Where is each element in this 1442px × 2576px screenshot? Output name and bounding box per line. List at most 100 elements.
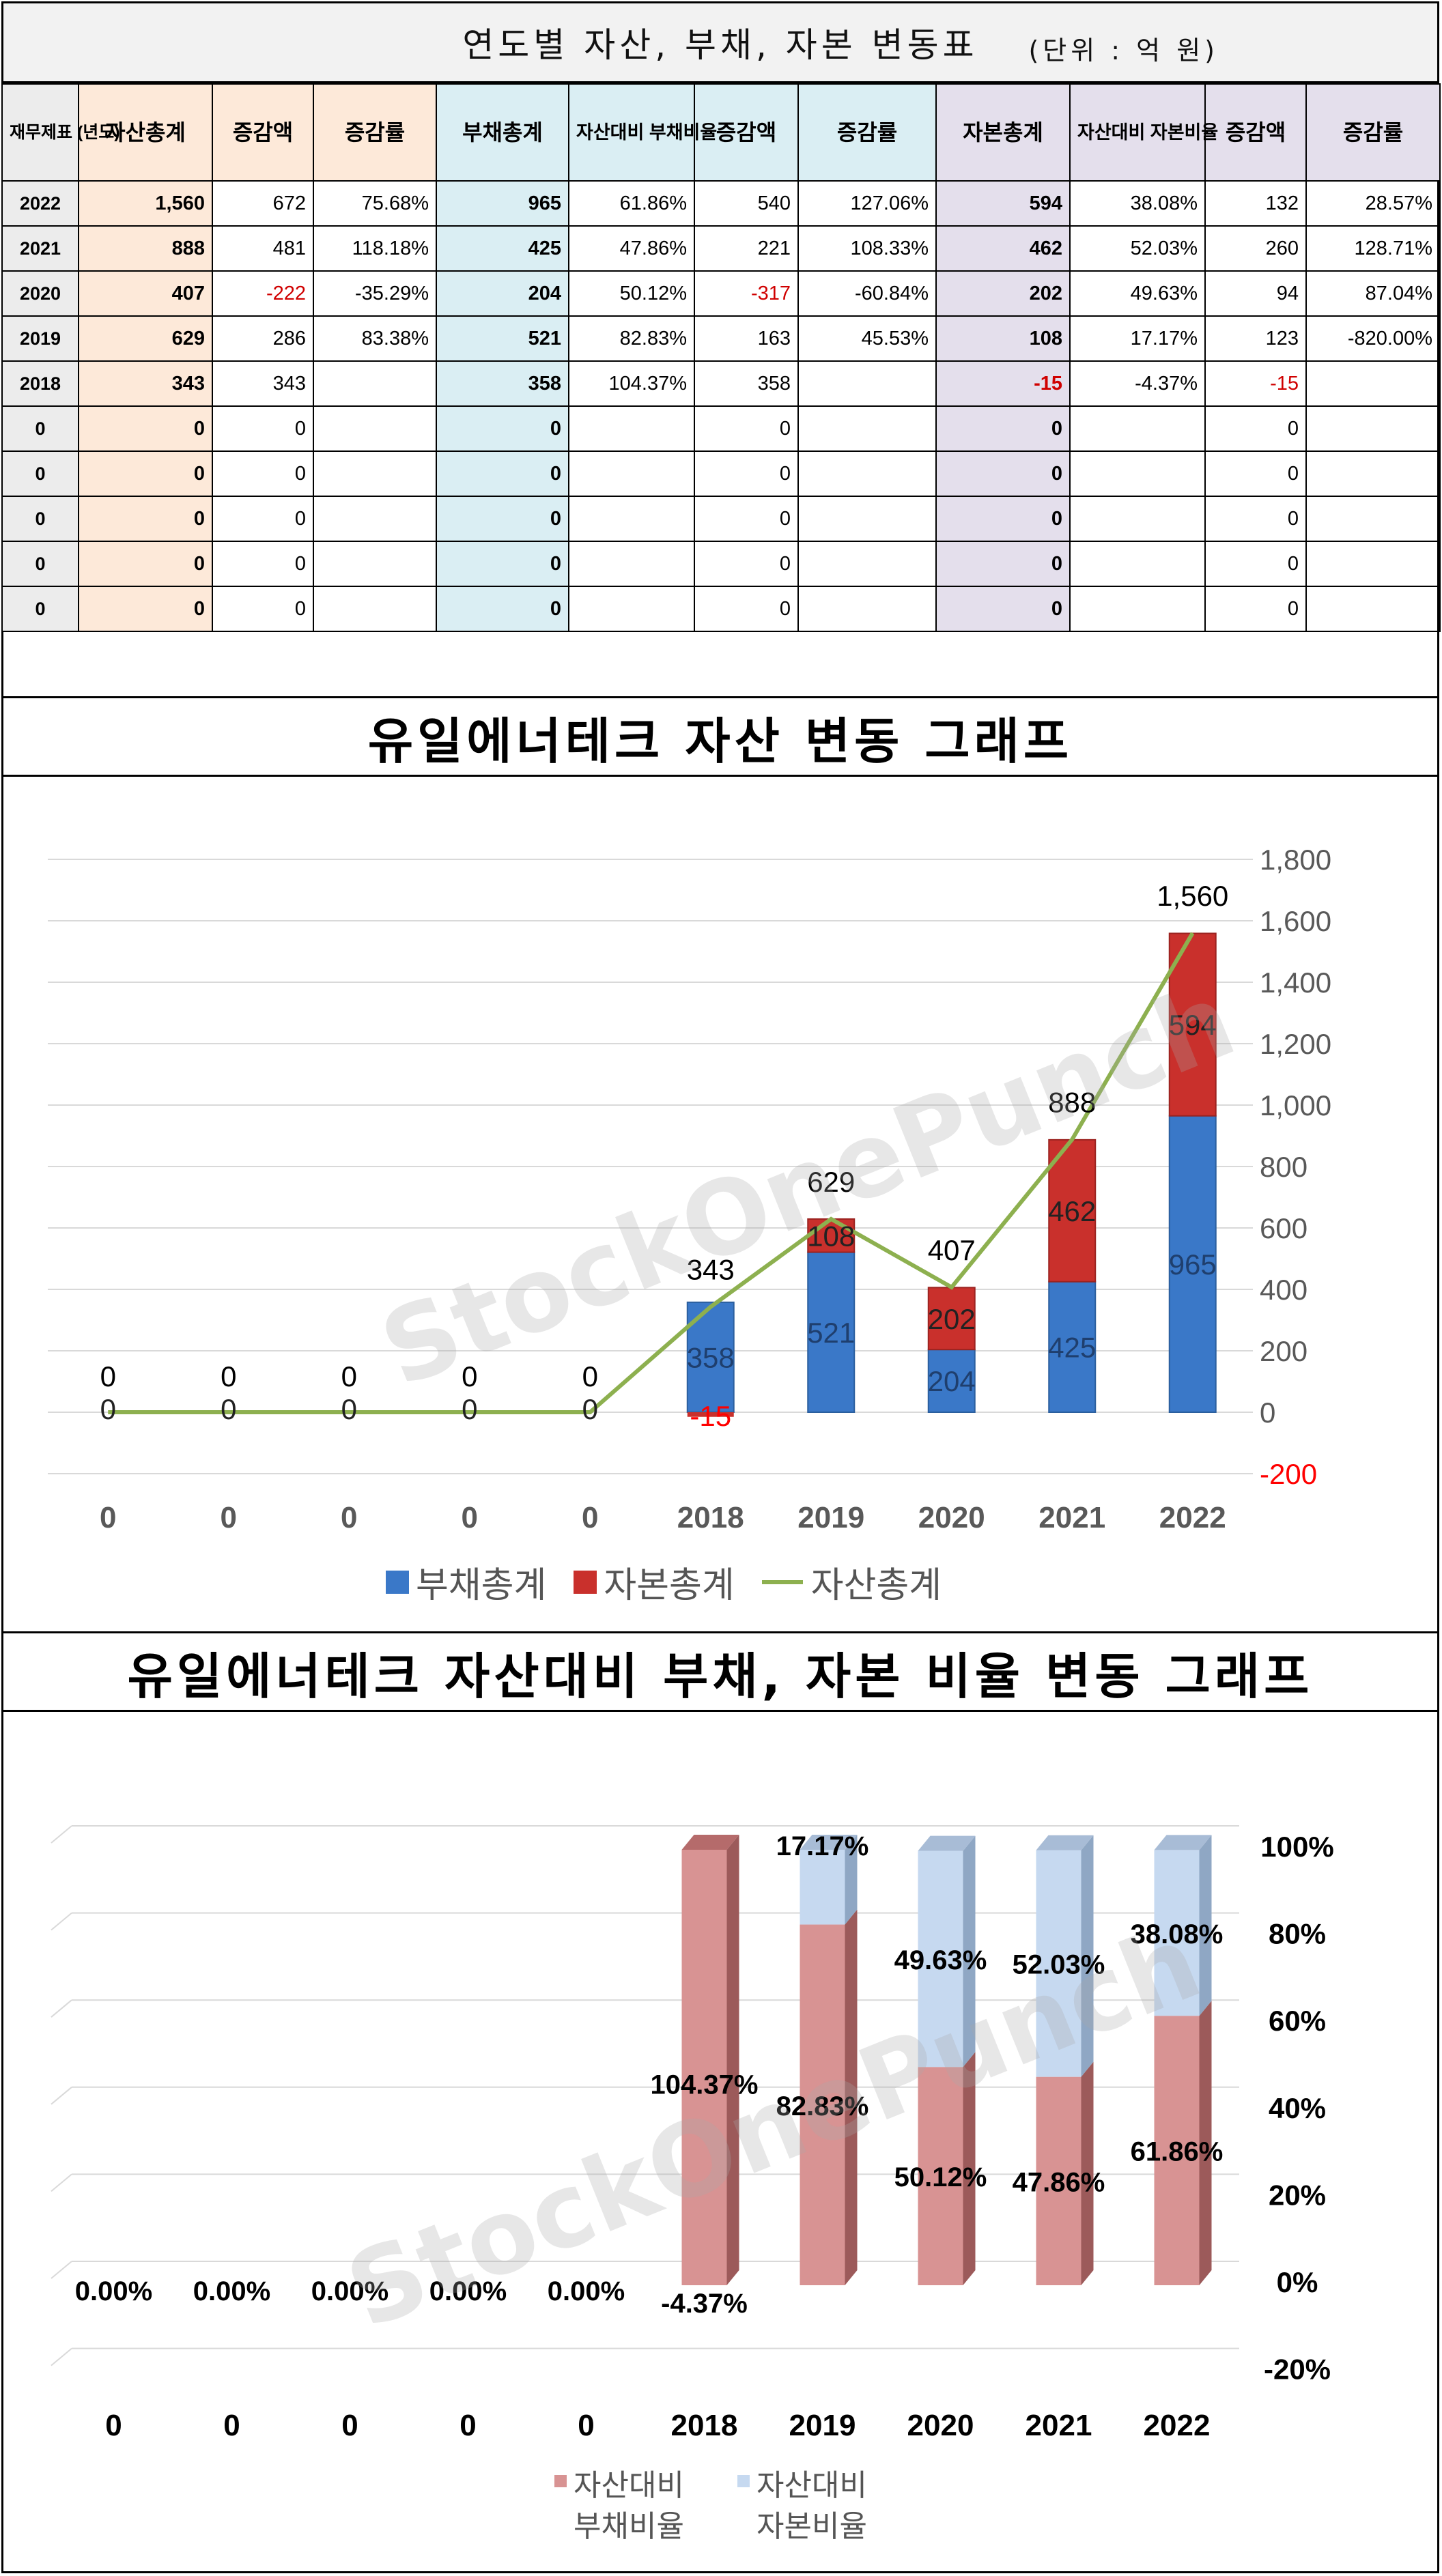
x-tick-label: 2022 xyxy=(1144,2409,1211,2442)
y-tick-label: 400 xyxy=(1260,1274,1307,1306)
cell-asset-rate xyxy=(313,496,437,542)
cell-asset-change: -222 xyxy=(212,270,314,317)
cell-equity-rate: 128.71% xyxy=(1305,225,1441,272)
label-liabilities: 965 xyxy=(1169,1248,1217,1280)
x-tick-label: 0 xyxy=(341,1501,357,1534)
label-liab-ratio: 0.00% xyxy=(429,2276,507,2306)
label-liab-ratio: 0.00% xyxy=(193,2276,270,2306)
label-assets: 343 xyxy=(687,1254,735,1286)
gridline-depth xyxy=(51,2261,72,2279)
legend-label: 자산대비 부채비율 xyxy=(574,2468,684,2544)
legend-label: 자산대비 자본비율 xyxy=(757,2468,867,2544)
cell-liab-rate xyxy=(797,360,937,407)
label-equity: 202 xyxy=(928,1303,976,1335)
cell-equity-ratio: -4.37% xyxy=(1069,360,1206,407)
cell-liab-rate xyxy=(797,496,937,542)
header-asset-change: 증감액 xyxy=(212,83,314,182)
table-header-row: 재무제표 (년도) 자산총계 증감액 증감률 부채총계 자산대비 부채비율 증감… xyxy=(1,83,1441,182)
cell-liab-change: 221 xyxy=(694,225,799,272)
cell-liabilities: 425 xyxy=(436,225,569,272)
y-tick-label: 80% xyxy=(1269,1918,1326,1950)
cell-asset-change: 481 xyxy=(212,225,314,272)
table-row: 2020 407 -222 -35.29% 204 50.12% -317 -60.84% 20… xyxy=(1,270,1441,317)
cell-equity: 594 xyxy=(935,180,1071,227)
label-liab-ratio: 0.00% xyxy=(75,2276,152,2306)
cell-liabilities: 358 xyxy=(436,360,569,407)
cell-equity-rate xyxy=(1305,450,1441,497)
legend-assets: 자산총계 xyxy=(761,1556,942,1607)
cell-assets: 888 xyxy=(78,225,213,272)
bar-liabilities xyxy=(927,1349,976,1414)
cell-assets: 343 xyxy=(78,360,213,407)
chart2-title-bar: 유일에너테크 자산대비 부채, 자본 비율 변동 그래프 xyxy=(1,1631,1439,1712)
cell-liab-rate: 108.33% xyxy=(797,225,937,272)
y-tick-label: 800 xyxy=(1260,1151,1307,1183)
y-tick-label: 100% xyxy=(1260,1831,1333,1863)
bar-liab-ratio-top xyxy=(681,1835,739,1850)
bar-equity xyxy=(1048,1139,1097,1283)
cell-asset-change: 286 xyxy=(212,315,314,362)
label-equity-ratio: 52.03% xyxy=(1013,1950,1105,1980)
x-tick-label: 0 xyxy=(100,1501,116,1534)
bar-equity-ratio xyxy=(1036,1850,1082,2077)
legend-liab-ratio: 자산대비 부채비율 xyxy=(554,2465,710,2547)
chart1-title-bar: 유일에너테크 자산 변동 그래프 xyxy=(1,696,1439,777)
x-tick-label: 0 xyxy=(460,2409,476,2442)
bar-equity-ratio xyxy=(800,1850,845,1925)
cell-liabilities: 0 xyxy=(436,405,569,452)
gridline-depth xyxy=(51,2347,72,2366)
label-liabilities: 0 xyxy=(221,1393,236,1425)
x-tick-label: 2022 xyxy=(1159,1501,1226,1534)
y-tick-label: 40% xyxy=(1269,2092,1326,2124)
cell-year: 2018 xyxy=(1,360,79,407)
label-liabilities: 0 xyxy=(341,1393,357,1425)
y-tick-label: 60% xyxy=(1269,2005,1326,2037)
cell-equity-ratio xyxy=(1069,405,1206,452)
cell-liab-change: 358 xyxy=(694,360,799,407)
x-tick-label: 0 xyxy=(578,2409,594,2442)
cell-equity-ratio xyxy=(1069,496,1206,542)
header-liabilities: 부채총계 xyxy=(436,83,569,182)
cell-liabilities: 965 xyxy=(436,180,569,227)
cell-liab-ratio xyxy=(568,541,695,587)
cell-equity-ratio: 38.08% xyxy=(1069,180,1206,227)
label-equity: 108 xyxy=(807,1220,855,1252)
x-tick-label: 0 xyxy=(105,2409,122,2442)
legend-swatch xyxy=(554,2475,567,2487)
bar-liab-ratio-side xyxy=(726,1835,739,2285)
cell-equity: 0 xyxy=(935,496,1071,542)
cell-asset-rate: -35.29% xyxy=(313,270,437,317)
cell-asset-change: 343 xyxy=(212,360,314,407)
cell-equity: 108 xyxy=(935,315,1071,362)
cell-asset-rate xyxy=(313,541,437,587)
label-assets: 1,560 xyxy=(1157,880,1228,912)
bar-liab-ratio-side xyxy=(1081,2061,1094,2285)
cell-equity-rate xyxy=(1305,496,1441,542)
cell-year: 2022 xyxy=(1,180,79,227)
cell-equity: 0 xyxy=(935,586,1071,632)
header-equity-rate: 증감률 xyxy=(1305,83,1441,182)
cell-liabilities: 0 xyxy=(436,450,569,497)
table-title: 연도별 자산, 부채, 자본 변동표 xyxy=(462,25,978,65)
cell-assets: 0 xyxy=(78,450,213,497)
label-equity-ratio: 38.08% xyxy=(1131,1919,1224,1949)
cell-asset-rate xyxy=(313,450,437,497)
gridline-depth xyxy=(51,1999,72,2018)
table-row: 2019 629 286 83.38% 521 82.83% 163 45.53% 108 17.… xyxy=(1,315,1441,362)
cell-equity-change: 0 xyxy=(1204,450,1307,497)
gridline-depth xyxy=(51,2087,72,2105)
cell-liab-rate xyxy=(797,450,937,497)
chart1-legend: 부채총계 자본총계 자산총계 xyxy=(386,1556,969,1607)
label-liabilities: 0 xyxy=(100,1393,116,1425)
cell-equity-ratio: 17.17% xyxy=(1069,315,1206,362)
y-tick-label: 200 xyxy=(1260,1335,1307,1367)
y-tick-label: 1,200 xyxy=(1260,1028,1331,1060)
legend-swatch xyxy=(386,1570,409,1594)
bar-liabilities xyxy=(1168,1115,1217,1413)
cell-liab-ratio: 61.86% xyxy=(568,180,695,227)
label-equity-ratio: 49.63% xyxy=(894,1945,987,1975)
cell-equity-change: -15 xyxy=(1204,360,1307,407)
